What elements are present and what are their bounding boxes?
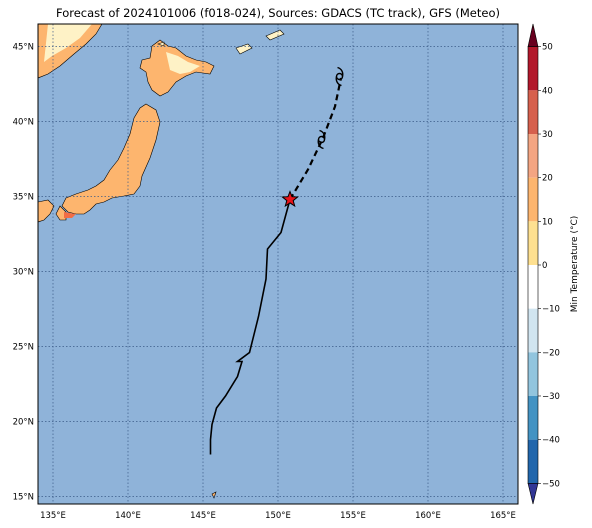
colorbar-segment (528, 221, 538, 265)
lat-tick-label: 45°N (13, 43, 34, 53)
lat-tick-label: 25°N (13, 343, 34, 353)
colorbar-segment (528, 395, 538, 440)
hokkaido-cool (166, 52, 200, 74)
colorbar-segment (528, 177, 538, 222)
gridlines (38, 24, 518, 504)
colorbar-extend-top (527, 23, 539, 47)
past-track-line (209, 199, 291, 455)
korea-tip (38, 199, 55, 223)
kuril-island-3 (157, 41, 165, 47)
colorbar-tick-label: 0 (542, 261, 547, 271)
colorbar-label: Min Temperature (°C) (570, 216, 580, 313)
colorbar-tick-label: 30 (542, 130, 553, 140)
colorbar-tick-label: 10 (542, 217, 553, 227)
current-position-star-icon (281, 190, 299, 208)
lon-tick-label: 145°E (190, 511, 216, 521)
small-island (211, 491, 217, 499)
colorbar-tick-label: −50 (542, 479, 560, 489)
colorbar-tick-label: 40 (542, 86, 553, 96)
lat-tick-label: 35°N (13, 193, 34, 203)
colorbar-segment (528, 308, 538, 353)
kuril-island-2 (265, 29, 285, 41)
storm-symbol-icon (317, 129, 326, 150)
lat-tick-label: 40°N (13, 118, 34, 128)
colorbar-segment (528, 265, 538, 309)
ocean-area (38, 24, 518, 504)
colorbar-segment (528, 46, 538, 91)
kyushu (55, 205, 67, 221)
lon-tick-label: 135°E (40, 511, 66, 521)
colorbar-segment (528, 352, 538, 396)
lon-tick-label: 155°E (340, 511, 366, 521)
colorbar-segment (528, 439, 538, 484)
colorbar-segment (528, 90, 538, 135)
colorbar-tick-label: −10 (542, 305, 560, 315)
storm-symbol-icon (335, 66, 344, 87)
map-title: Forecast of 2024101006 (f018-024), Sourc… (56, 6, 500, 20)
lat-tick-label: 15°N (13, 493, 34, 503)
colorbar-tick-label: −20 (542, 348, 560, 358)
lat-tick-label: 20°N (13, 418, 34, 428)
land-masses (38, 24, 285, 499)
lon-tick-label: 150°E (265, 511, 291, 521)
colorbar-tick-label: −40 (542, 436, 560, 446)
southern-coast-hot (64, 212, 76, 218)
map-frame (37, 23, 519, 505)
lat-tick-label: 30°N (13, 268, 34, 278)
lon-tick-label: 160°E (415, 511, 441, 521)
colorbar-tick-label: 50 (542, 43, 553, 53)
lon-tick-label: 140°E (115, 511, 141, 521)
colorbar-tick-label: 20 (542, 174, 553, 184)
asia-mainland-cool (44, 24, 92, 62)
forecast-track-line (289, 77, 343, 201)
colorbar-tick-label: −30 (542, 392, 560, 402)
colorbar: 50 40 30 20 10 0 −10 −20 −30 −40 −50 Min Temperatur… (527, 23, 580, 505)
lon-tick-label: 165°E (490, 511, 516, 521)
colorbar-extend-bottom (527, 483, 539, 505)
colorbar-segment (528, 134, 538, 178)
axis-ticks: 135°E 140°E 145°E 150°E 155°E 160°E 165°E 15°N 2… (13, 43, 516, 522)
storm-track (209, 66, 344, 455)
